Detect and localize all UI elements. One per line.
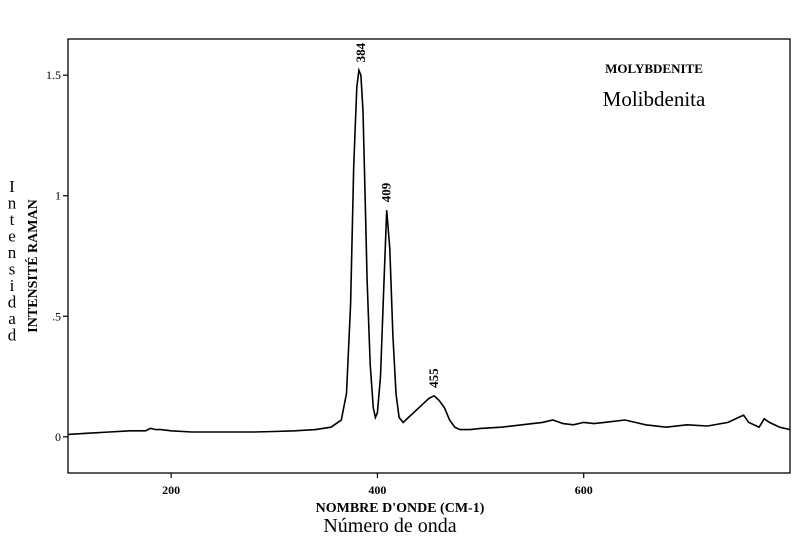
peak-labels: 384 409 455 [353, 42, 441, 388]
y-axis-label-secondary-char: d [8, 326, 17, 345]
plot-frame [67, 38, 791, 474]
y-tick-label: 1.5 [46, 68, 61, 82]
y-axis-label-secondary-char: a [8, 309, 16, 328]
y-axis-label-secondary-char: d [8, 293, 17, 312]
peak-label: 409 [379, 182, 394, 202]
y-axis-label: INTENSITÉ RAMAN [24, 199, 41, 332]
y-axis-ticks: 0 .5 1 1.5 [46, 68, 68, 444]
y-tick-label: .5 [52, 309, 61, 323]
x-axis-ticks: 200 400 600 [162, 473, 593, 497]
y-axis-label-secondary-char: s [9, 260, 16, 279]
x-tick-label: 400 [368, 483, 386, 497]
x-axis-label: NOMBRE D'ONDE (CM-1) [316, 501, 485, 516]
y-axis-label-secondary-char: I [9, 177, 15, 196]
y-axis-label-secondary-char: i [10, 276, 15, 295]
y-axis-label-secondary-char: e [8, 227, 16, 246]
y-axis-label-secondary-char: n [8, 194, 17, 213]
peak-label: 384 [353, 42, 368, 62]
x-tick-label: 200 [162, 483, 180, 497]
peak-label: 455 [426, 368, 441, 388]
y-tick-label: 0 [55, 430, 61, 444]
x-axis-label-secondary: Número de onda [323, 515, 456, 535]
y-axis-label-secondary-char: t [10, 210, 15, 229]
spectrum-line [67, 67, 791, 436]
chart-subtitle: Molibdenita [603, 87, 706, 111]
chart-title: MOLYBDENITE [605, 61, 703, 76]
x-tick-label: 600 [575, 483, 593, 497]
y-tick-label: 1 [55, 189, 61, 203]
y-axis-label-secondary-char: n [8, 243, 17, 262]
